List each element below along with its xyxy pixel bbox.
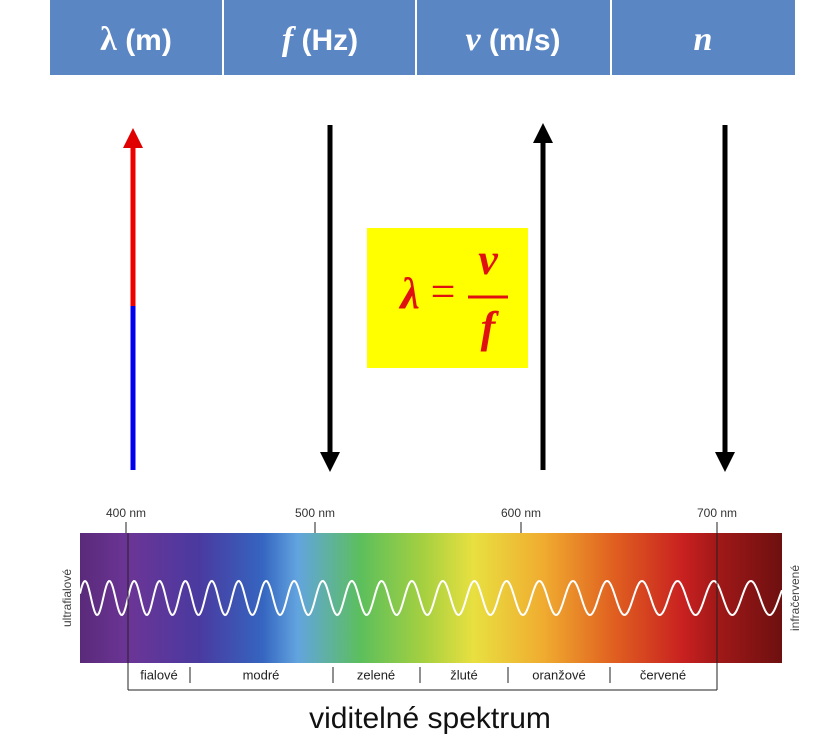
formula-eq: = [431,267,456,316]
header-text: v (m/s) [465,21,560,58]
header-symbol: f [282,21,297,58]
spectrum-lines [125,522,718,691]
header-cell [50,0,222,75]
color-label: modré [243,667,280,682]
header-unit: (m) [125,24,172,57]
formula-lhs: λ [398,269,420,318]
header-cell [224,0,415,75]
color-label: zelené [357,667,395,682]
header-unit: (Hz) [302,24,359,57]
color-label: oranžové [532,667,585,682]
header-unit: (m/s) [489,24,561,57]
color-label: fialové [140,667,178,682]
header-text: f (Hz) [282,21,358,58]
header-text: λ (m) [100,21,172,58]
side-label: infračervené [788,565,802,631]
spectrum-title: viditelné spektrum [309,702,551,735]
header-symbol: n [694,21,713,58]
nm-label: 700 nm [697,506,737,520]
header-cell [417,0,610,75]
header-text: n [694,21,713,58]
header-symbol: λ [100,21,117,58]
side-label: ultrafialové [60,569,74,627]
spectrum-band [80,533,782,663]
header-symbol: v [465,21,481,58]
formula-denominator: f [481,303,500,352]
wave [79,579,783,617]
nm-label: 600 nm [501,506,541,520]
formula-numerator: v [478,235,498,284]
color-label: žluté [450,667,477,682]
nm-label: 400 nm [106,506,146,520]
nm-label: 500 nm [295,506,335,520]
header-cell [612,0,795,75]
color-label: červené [640,667,686,682]
